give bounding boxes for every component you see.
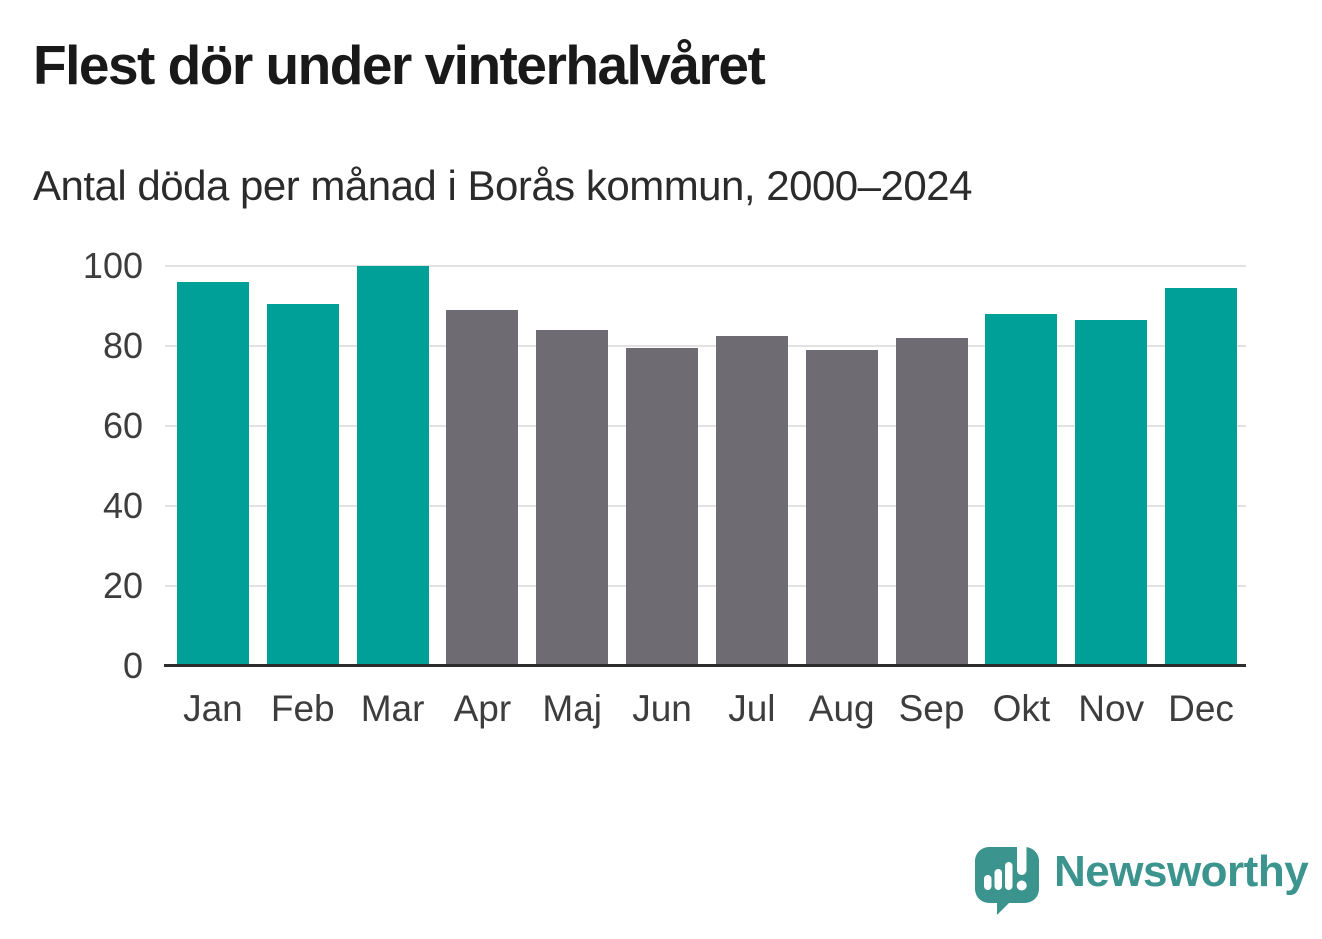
x-tick-Okt: Okt [992, 688, 1051, 729]
bar-Jan [176, 282, 249, 666]
x-tick-Sep: Sep [898, 688, 965, 729]
newsworthy-logo-text: Newsworthy [1054, 847, 1309, 896]
bar-slot-Maj [527, 266, 617, 666]
bar-Apr [446, 310, 519, 666]
y-tick-60: 60 [102, 405, 143, 446]
bar-Mar [356, 266, 429, 666]
x-axis-line [164, 664, 1246, 667]
bar-Nov [1075, 320, 1148, 666]
bar-Jul [715, 336, 788, 666]
plot-area [164, 265, 1246, 667]
bar-Jun [626, 348, 699, 666]
y-tick-40: 40 [102, 485, 143, 526]
gridline-40 [165, 505, 1246, 507]
y-tick-0: 0 [122, 645, 143, 686]
x-tick-Jun: Jun [632, 688, 692, 729]
bar-slot-Jun [617, 266, 707, 666]
speech-bubble-bar-chart-icon [975, 841, 1039, 915]
x-tick-Aug: Aug [808, 688, 875, 729]
gridline-100 [165, 265, 1246, 267]
bar-slot-Aug [797, 266, 887, 666]
newsworthy-branding: Newsworthy [975, 841, 1309, 915]
bar-Feb [266, 304, 339, 666]
y-tick-100: 100 [82, 245, 143, 286]
bar-series [168, 266, 1246, 666]
x-tick-Nov: Nov [1078, 688, 1145, 729]
bar-Maj [536, 330, 609, 666]
gridline-80 [165, 345, 1246, 347]
x-tick-Maj: Maj [542, 688, 603, 729]
x-tick-Jan: Jan [183, 688, 243, 729]
y-tick-80: 80 [102, 325, 143, 366]
x-tick-Dec: Dec [1168, 688, 1234, 729]
bar-slot-Dec [1156, 266, 1246, 666]
gridline-20 [165, 585, 1246, 587]
x-tick-Mar: Mar [360, 688, 425, 729]
bar-Dec [1165, 288, 1238, 666]
bar-Okt [985, 314, 1058, 666]
chart-subtitle: Antal döda per månad i Borås kommun, 200… [33, 162, 972, 209]
y-tick-20: 20 [102, 565, 143, 606]
x-tick-Apr: Apr [453, 688, 512, 729]
bar-slot-Jan [168, 266, 258, 666]
bar-slot-Sep [887, 266, 977, 666]
chart-title: Flest dör under vinterhalvåret [33, 34, 766, 96]
bar-Sep [895, 338, 968, 666]
bar-slot-Jul [707, 266, 797, 666]
bar-Aug [805, 350, 878, 666]
bar-slot-Nov [1066, 266, 1156, 666]
x-tick-Jul: Jul [728, 688, 776, 729]
bar-slot-Feb [258, 266, 348, 666]
bar-slot-Mar [348, 266, 438, 666]
bar-slot-Okt [976, 266, 1066, 666]
gridline-60 [165, 425, 1246, 427]
x-tick-Feb: Feb [270, 688, 335, 729]
x-axis-tick-labels: Jan Feb Mar Apr Maj Jun Jul Aug Sep Okt Nov Dec [168, 688, 1246, 730]
bar-slot-Apr [437, 266, 527, 666]
